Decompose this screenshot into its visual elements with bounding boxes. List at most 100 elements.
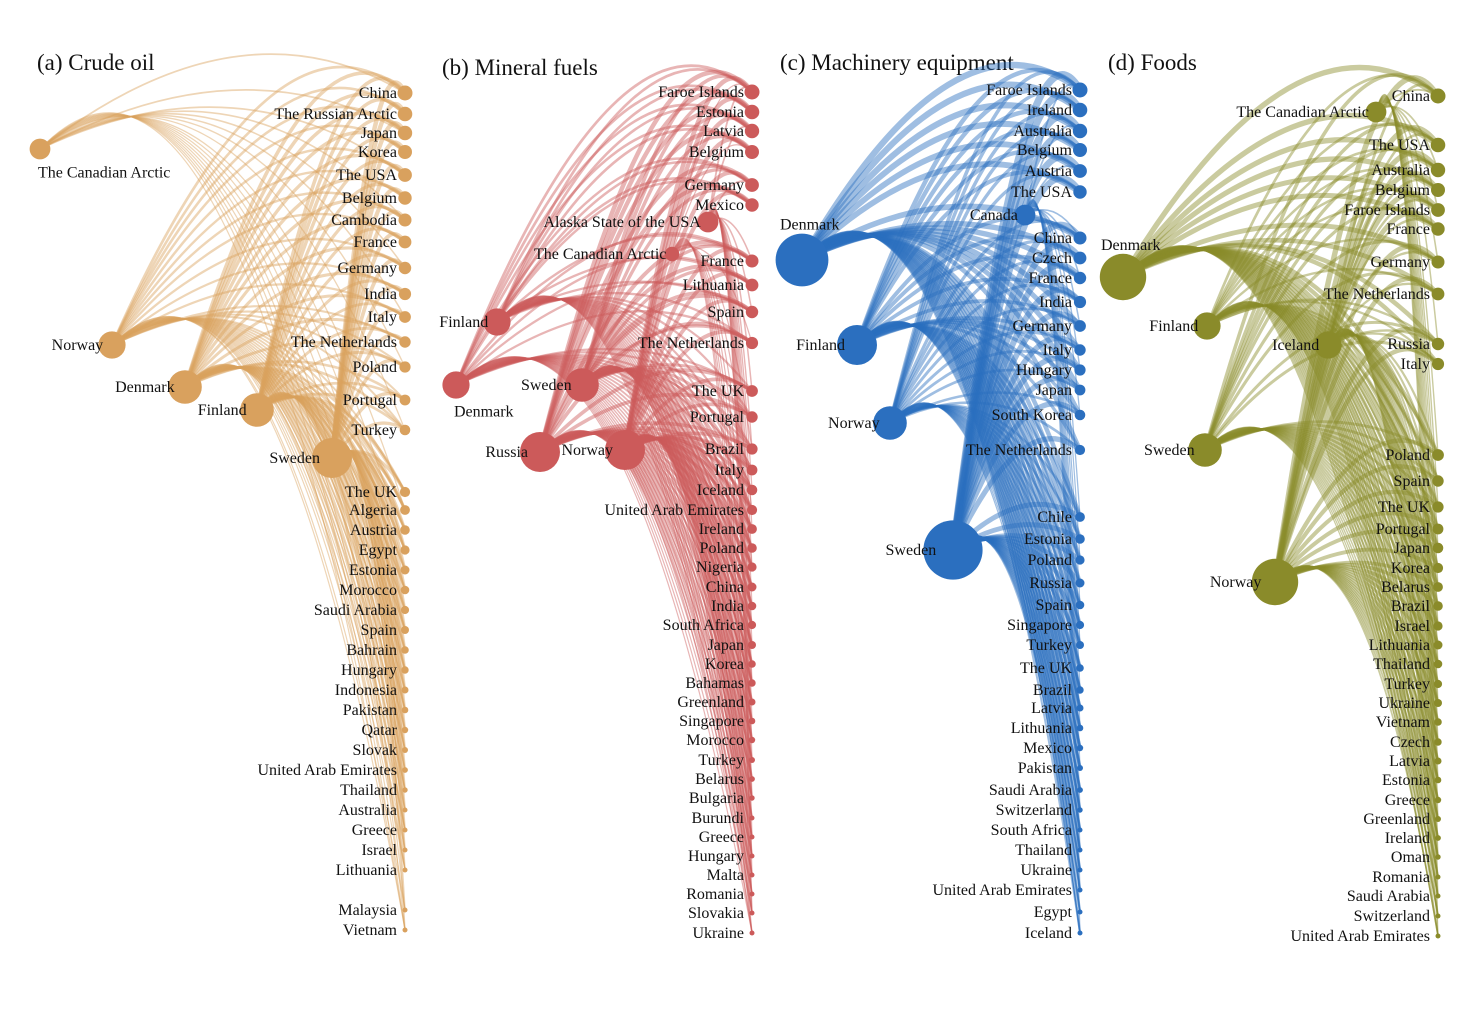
trade-link [496,296,753,819]
partner-label: Brazil [705,441,745,458]
trade-link [580,94,754,386]
trade-link [496,298,753,511]
arctic-hub-node [664,246,680,262]
partner-label: Estonia [696,104,744,121]
arctic-hub-node [520,432,560,472]
partner-label: Russia [1387,336,1430,353]
trade-link [1327,328,1439,937]
partner-label: Belarus [1381,579,1430,596]
trade-link [580,294,753,386]
trade-link [537,90,754,453]
partner-node [398,287,412,301]
partner-label: Iceland [697,482,744,499]
trade-link [581,367,753,684]
trade-link [256,395,406,651]
trade-link [1122,245,1439,897]
trade-link [455,358,753,646]
trade-link [623,247,754,451]
trade-link [184,364,406,871]
trade-link [1204,428,1440,627]
partner-label: Belarus [695,771,744,788]
trade-link [1024,200,1081,851]
trade-link [856,323,1082,691]
trade-link [496,298,753,549]
partner-label: United Arab Emirates [604,502,744,519]
trade-link [184,366,407,531]
trade-link [1327,332,1439,646]
trade-link [1206,303,1439,762]
trade-link [111,315,406,431]
trade-link [622,76,754,451]
partner-node [401,686,409,694]
partner-label: Latvia [1389,753,1430,770]
trade-link [455,357,753,568]
partner-label: Japan [708,637,744,654]
trade-link [581,368,754,568]
trade-link [1206,303,1439,743]
partner-node [1433,679,1443,689]
trade-link [1272,326,1440,583]
arctic-hub-node [775,233,829,287]
partner-node [1075,555,1085,565]
panel-1: (a) Crude oil China The Russian Arctic Japa… [29,50,413,939]
partner-label: Italy [715,462,744,479]
trade-link [707,209,753,799]
partner-node [747,543,757,553]
trade-link [1326,83,1440,346]
partner-node [1435,816,1441,822]
partner-label: Australia [1371,162,1430,179]
partner-node [1076,686,1084,694]
trade-link [539,431,754,646]
trade-link [455,355,753,491]
trade-link [539,431,753,838]
trade-link [496,295,753,895]
partner-label: France [1386,221,1430,238]
trade-link [496,297,753,722]
trade-link [255,205,407,411]
trade-link [949,221,1083,551]
trade-link [1327,329,1439,839]
panel-title: (b) Mineral fuels [442,55,598,80]
trade-link [889,403,1081,851]
trade-link [454,103,753,386]
partner-node [1077,930,1083,936]
partner-label: Spain [1394,473,1430,490]
hub-label: Sweden [521,377,572,394]
trade-link [581,366,753,799]
trade-link [1274,565,1440,685]
trade-link [889,403,1081,791]
trade-link [580,134,754,386]
trade-link [800,220,1082,263]
trade-link [671,244,753,262]
trade-link [1327,334,1440,456]
trade-link [855,170,1082,346]
trade-link [801,231,1082,831]
trade-link [330,232,407,459]
trade-link [888,283,1081,424]
trade-link [581,365,753,876]
trade-link [255,182,407,411]
trade-link [539,431,754,588]
trade-link [1327,331,1439,743]
trade-link [888,307,1081,424]
trade-link [799,141,1082,262]
partner-node [401,646,409,654]
trade-link [1273,489,1440,584]
hub-label: Iceland [1272,337,1319,354]
trade-link [455,357,753,799]
trade-link [1121,247,1440,549]
trade-link [1024,83,1081,216]
trade-link [1121,246,1440,482]
arctic-hub-node [565,368,599,402]
trade-link [801,231,1082,791]
trade-link [1272,191,1440,583]
trade-link [581,366,753,819]
partner-node [746,464,758,476]
trade-link [539,431,753,819]
arctic-hub-node [837,325,877,365]
arctic-hub-node [483,308,511,336]
partner-label: Ireland [699,521,744,538]
trade-link [1122,247,1440,685]
trade-link [455,351,753,418]
trade-link [455,255,753,386]
